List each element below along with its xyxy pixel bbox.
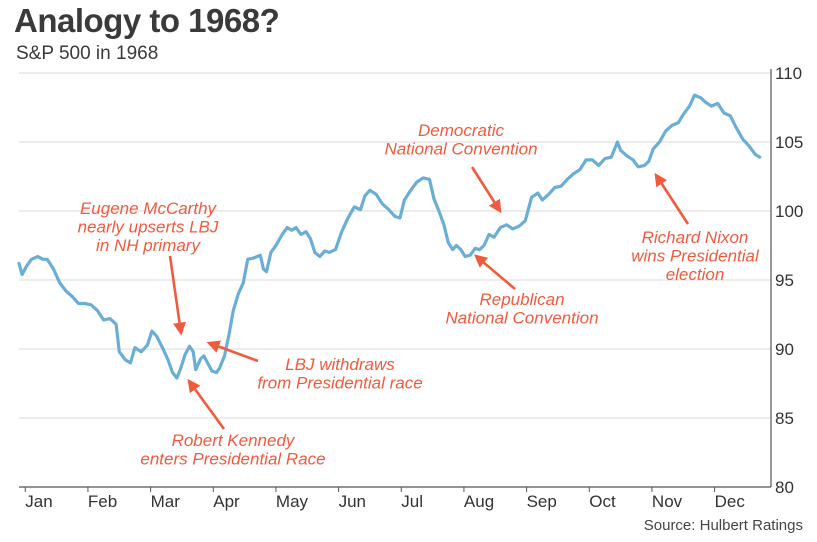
annotation-text-line: Republican: [479, 290, 564, 309]
x-tick-label-may: May: [276, 492, 309, 511]
x-tick-label-oct: Oct: [589, 492, 616, 511]
annotation-arrow: [470, 166, 502, 214]
annotation-arrow: [168, 255, 186, 336]
chart-subtitle: S&P 500 in 1968: [16, 43, 159, 64]
y-tick-label: 105: [775, 133, 803, 152]
annotation-text-line: nearly upserts LBJ: [78, 218, 219, 237]
x-tick-label-aug: Aug: [464, 492, 494, 511]
source-note: Source: Hulbert Ratings: [643, 517, 803, 534]
annotation-text-line: election: [666, 265, 725, 284]
annotation-text-line: wins Presidential: [631, 247, 760, 266]
annotation-text-line: Richard Nixon: [642, 228, 749, 247]
annotation-text-line: National Convention: [445, 309, 598, 328]
annotation-text-line: Robert Kennedy: [172, 431, 296, 450]
y-tick-label: 110: [775, 64, 802, 83]
annotation-arrow: [654, 172, 690, 225]
annotation-arrow: [474, 254, 516, 290]
annotation-text-line: from Presidential race: [257, 374, 422, 393]
gridlines: [19, 72, 771, 488]
axis-layer: 80 85 90 95 100 105 110 Jan Feb Mar Apr May Jun Jul Au…: [19, 64, 803, 511]
x-tick-label-sep: Sep: [527, 492, 557, 511]
y-tick-label: 80: [775, 478, 794, 497]
x-tick-label-feb: Feb: [88, 492, 117, 511]
x-tick-label-apr: Apr: [213, 492, 240, 511]
x-tick-label-jul: Jul: [401, 492, 423, 511]
x-tick-label-dec: Dec: [715, 492, 746, 511]
annotation-arrow: [206, 340, 259, 363]
y-tick-label: 95: [775, 271, 794, 290]
annotation-text-line: Eugene McCarthy: [80, 199, 218, 218]
y-tick-label: 85: [775, 409, 794, 428]
x-tick-label-nov: Nov: [652, 492, 683, 511]
y-tick-label: 100: [775, 202, 803, 221]
annotation-text-line: National Convention: [384, 140, 537, 159]
series-layer: [17, 93, 762, 380]
x-tick-label-jan: Jan: [25, 492, 52, 511]
x-tick-label-jun: Jun: [339, 492, 366, 511]
annotation-arrow: [187, 378, 226, 430]
annotation-text-line: enters Presidential Race: [140, 450, 325, 469]
series-line-0: [17, 93, 762, 380]
annotation-text-line: in NH primary: [96, 236, 201, 255]
annotation-text-line: Democratic: [418, 121, 504, 140]
x-tick-label-mar: Mar: [151, 492, 181, 511]
annotation-text-line: LBJ withdraws: [285, 355, 395, 374]
chart-title: Analogy to 1968?: [14, 2, 280, 39]
y-tick-label: 90: [775, 340, 794, 359]
